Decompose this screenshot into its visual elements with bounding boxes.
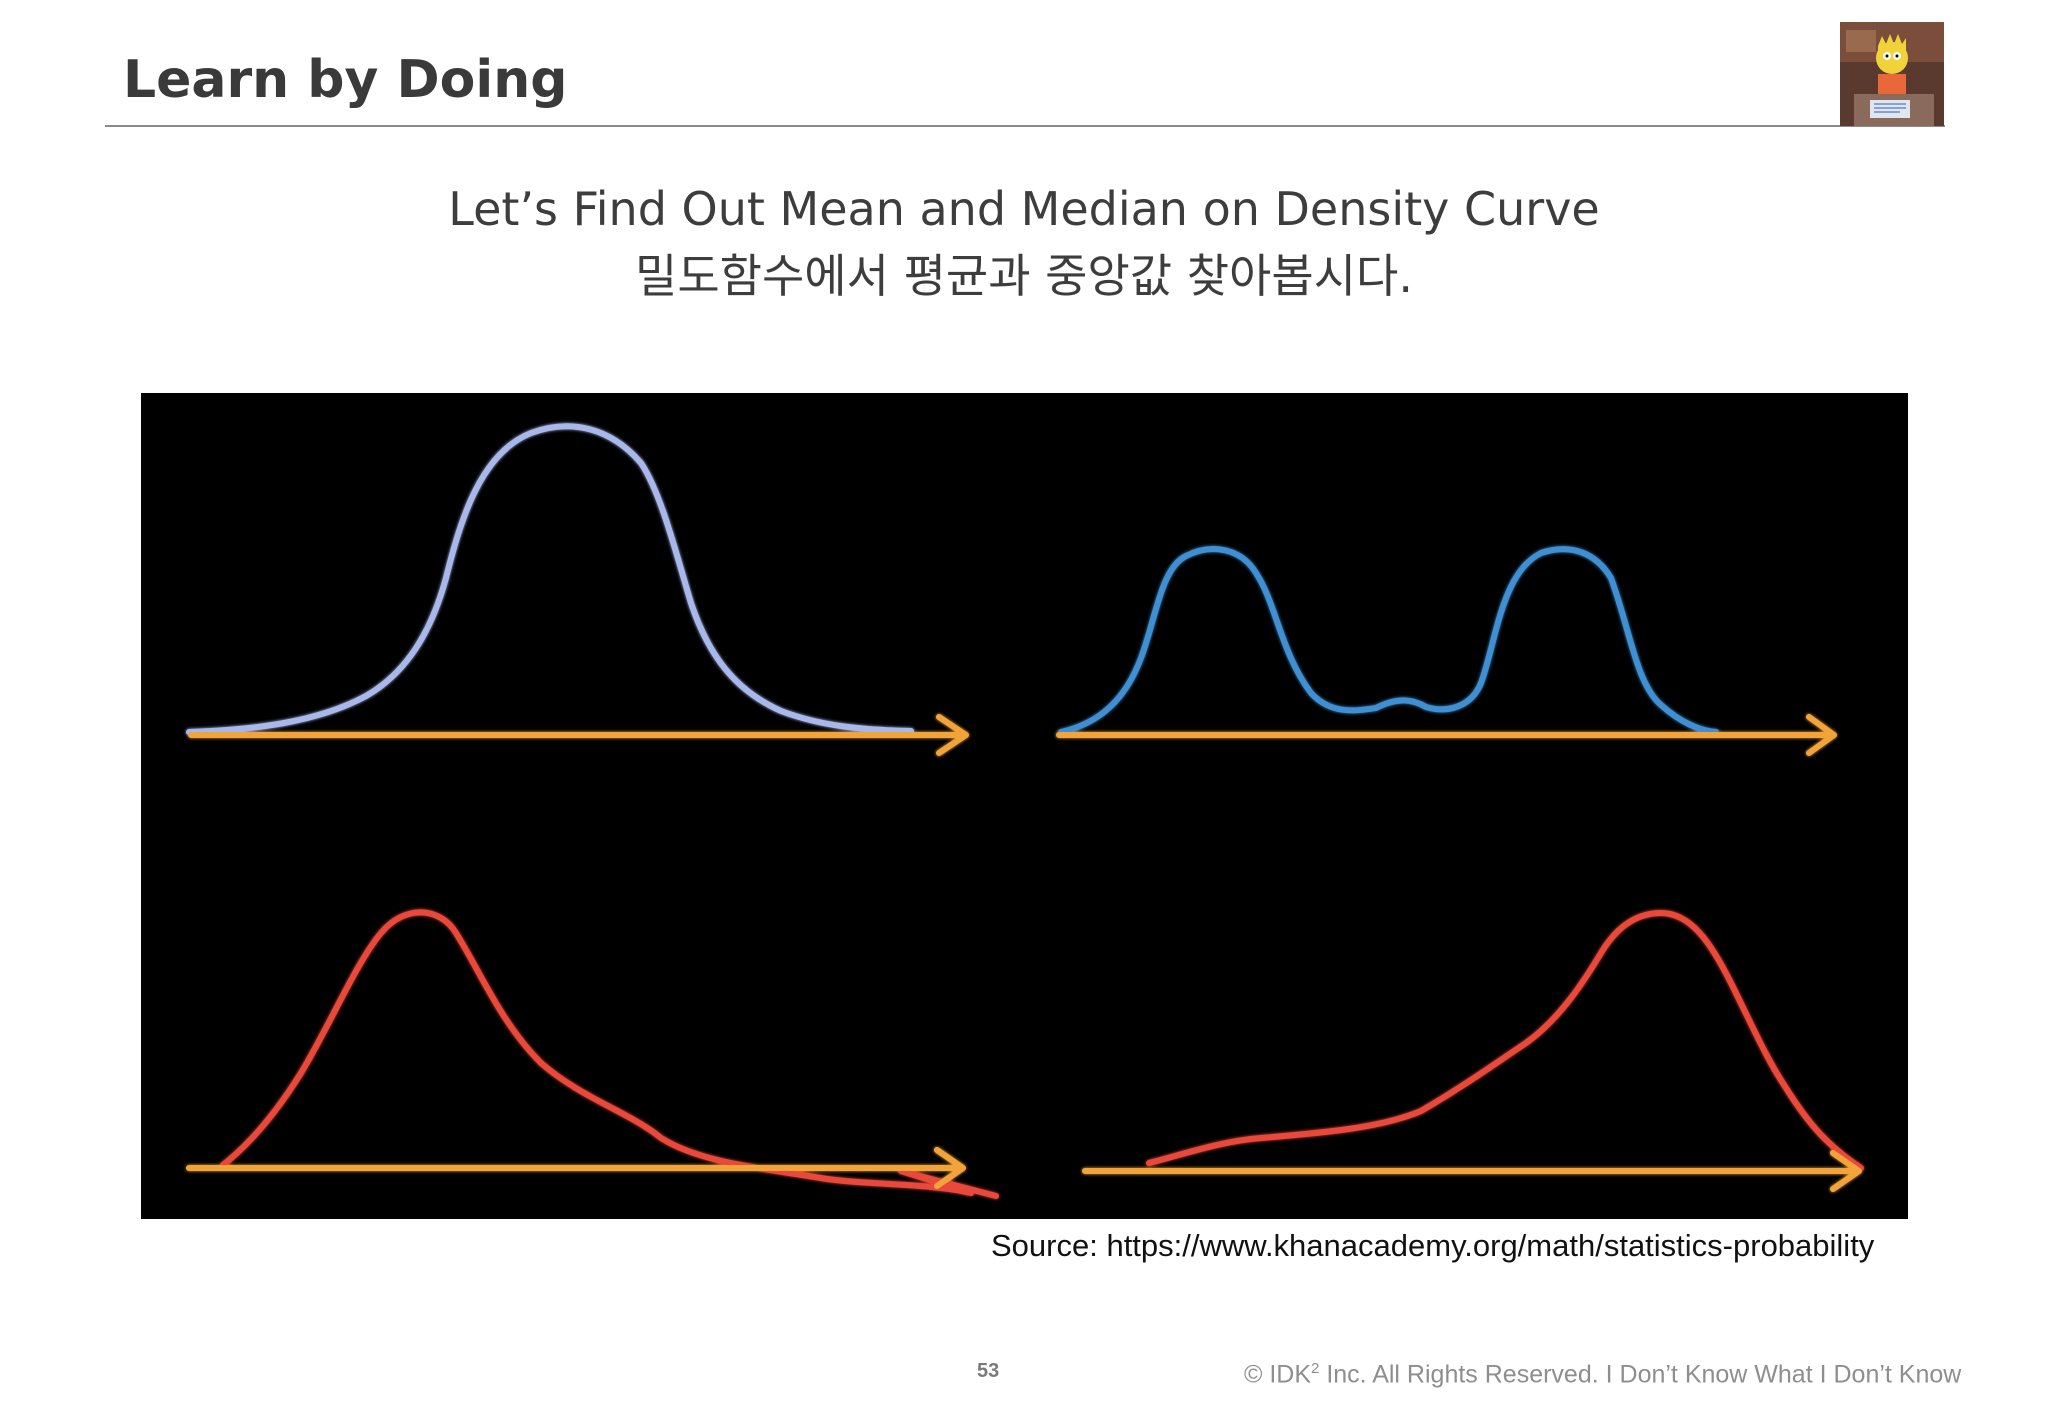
horizontal-axis-arrow bbox=[186, 1147, 966, 1189]
copyright-footer: © IDK2 Inc. All Rights Reserved. I Don’t… bbox=[1244, 1360, 1961, 1389]
page-number: 53 bbox=[977, 1360, 1000, 1382]
panel-bimodal bbox=[1056, 546, 1837, 756]
slide-title: Learn by Doing bbox=[123, 50, 568, 110]
symmetric-density-curve bbox=[186, 423, 914, 735]
cartoon-character-thumbnail-icon bbox=[1840, 22, 1944, 126]
copyright-superscript: 2 bbox=[1311, 1360, 1320, 1377]
density-curves-figure bbox=[141, 393, 1908, 1219]
copyright-suffix: Inc. All Rights Reserved. I Don’t Know W… bbox=[1319, 1360, 1962, 1389]
copyright-prefix: © IDK bbox=[1244, 1360, 1312, 1389]
panel-symmetric-unimodal bbox=[186, 423, 969, 756]
subtitle-english: Let’s Find Out Mean and Median on Densit… bbox=[448, 182, 1600, 236]
horizontal-axis-arrow bbox=[1082, 1150, 1862, 1192]
horizontal-axis-arrow bbox=[188, 714, 969, 756]
panel-left-skewed bbox=[1082, 909, 1864, 1192]
left-skewed-density-curve bbox=[1146, 909, 1864, 1171]
right-skewed-density-curve bbox=[220, 909, 999, 1199]
subtitle-korean: 밀도함수에서 평균과 중앙값 찾아봅시다. bbox=[635, 249, 1413, 303]
title-divider bbox=[105, 125, 1945, 127]
bimodal-density-curve bbox=[1058, 546, 1719, 735]
source-citation: Source: https://www.khanacademy.org/math… bbox=[991, 1228, 1875, 1263]
horizontal-axis-arrow bbox=[1056, 714, 1837, 756]
panel-right-skewed bbox=[186, 909, 999, 1199]
